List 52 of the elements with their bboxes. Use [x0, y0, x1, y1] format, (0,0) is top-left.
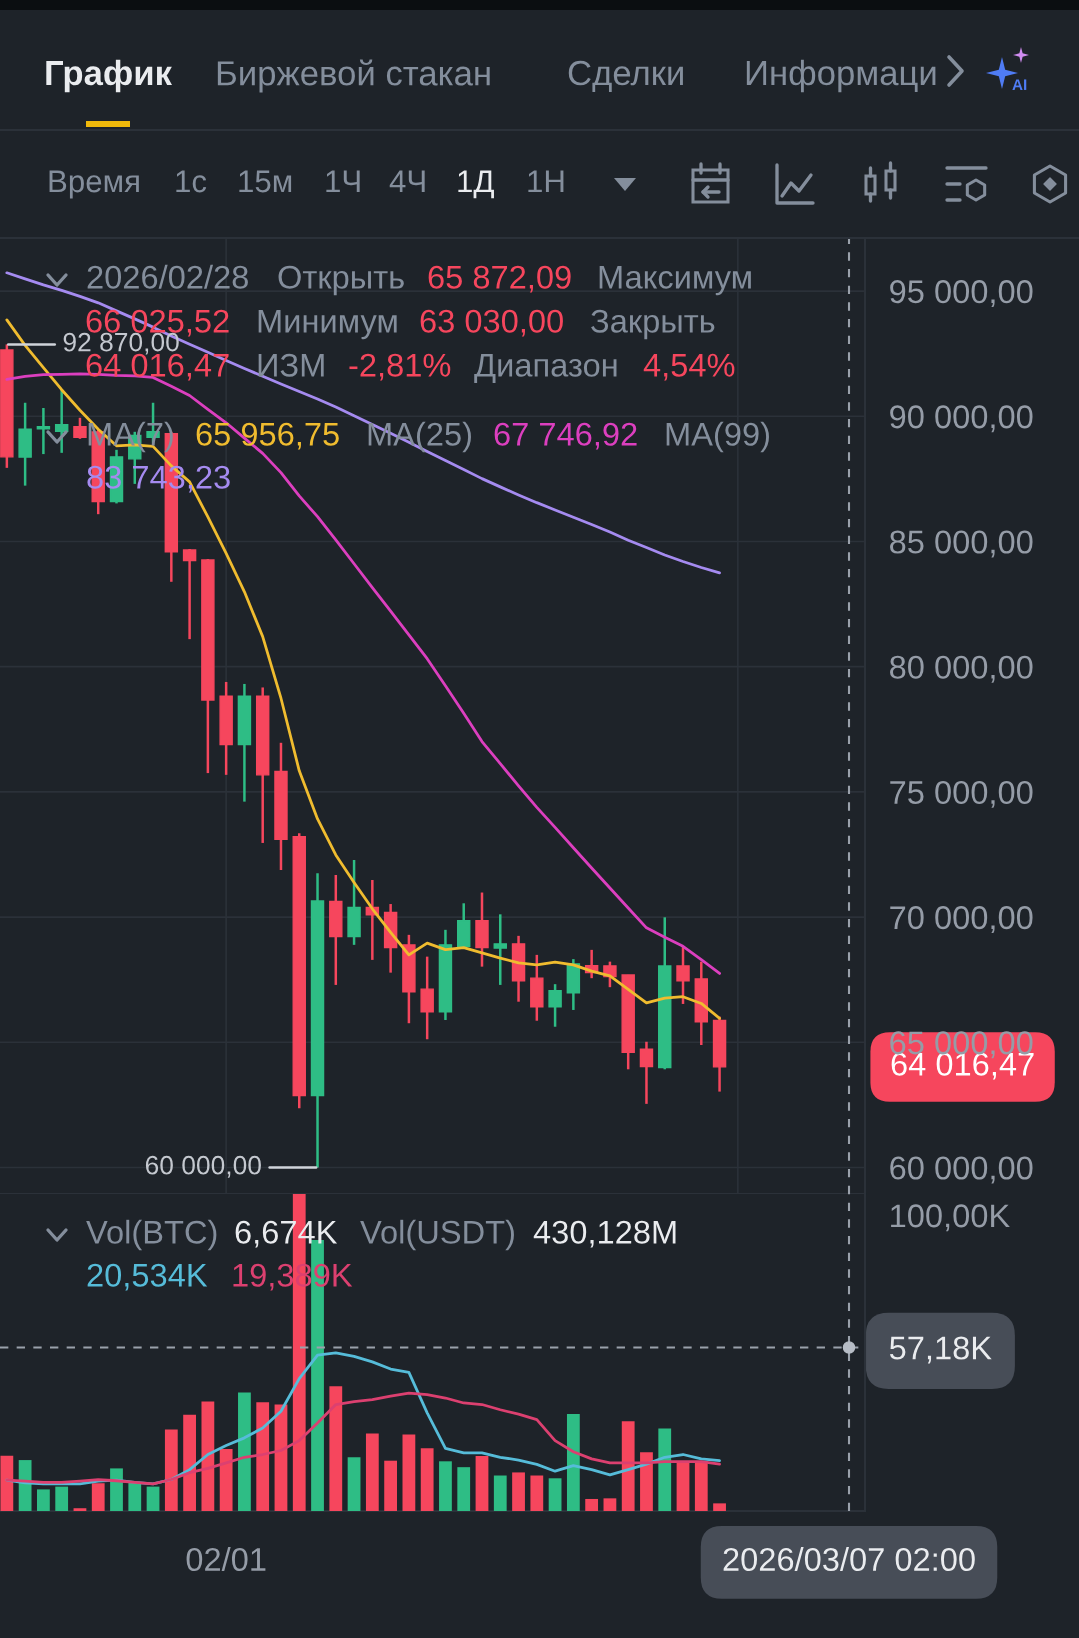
annotation: Максимум — [599, 265, 751, 296]
annotation: 60 000,00 — [145, 1155, 261, 1178]
annotation: ИЗМ — [258, 353, 324, 377]
annotation: 65 872,09 — [428, 265, 571, 293]
annotation: -2,81% — [349, 353, 451, 381]
annotation: 20,534K — [87, 1263, 208, 1291]
y-tick-label: 100,00K — [891, 1204, 1010, 1232]
annotation: Vol(BTC) — [86, 1219, 217, 1251]
candlestick — [676, 945, 690, 1006]
annotation: Диапазон — [474, 353, 617, 383]
text: 1Ч — [326, 170, 360, 193]
y-tick-label: 80 000,00 — [890, 655, 1033, 683]
annotation: 2026/02/28 — [87, 264, 248, 289]
y-tick-label: 75 000,00 — [890, 780, 1033, 808]
annotation: 65 956,75 — [196, 422, 339, 450]
y-tick-label: 57,18K — [889, 1336, 992, 1364]
text: 1Д — [458, 170, 494, 199]
y-tick-label: 95 000,00 — [890, 280, 1033, 308]
line-series — [5, 1391, 721, 1486]
text: AI — [1012, 79, 1027, 90]
text: 4Ч — [389, 170, 425, 193]
y-tick-label: 70 000,00 — [890, 906, 1033, 934]
text: 1с — [176, 170, 207, 193]
text: Время — [49, 170, 139, 199]
candlestick — [493, 913, 507, 987]
text: Биржевой стакан — [217, 59, 490, 93]
y-tick-label: 60 000,00 — [890, 1156, 1033, 1184]
annotation: Закрыть — [591, 309, 715, 340]
candlestick — [420, 955, 434, 1041]
annotation: 67 746,92 — [494, 422, 637, 450]
candlestick — [73, 416, 87, 441]
text: Сделки — [568, 60, 683, 92]
annotation: 4,54% — [643, 353, 735, 381]
x-tick-label: 2026/03/07 02:00 — [723, 1547, 975, 1572]
text: График — [46, 59, 173, 93]
annotation: MA(7) — [88, 421, 173, 453]
y-tick-label: 85 000,00 — [890, 530, 1033, 558]
annotation: 63 030,00 — [420, 309, 563, 337]
text: 15м — [239, 170, 292, 193]
candlestick — [182, 547, 197, 641]
annotation: MA(99) — [666, 421, 769, 453]
y-tick-label: 90 000,00 — [890, 405, 1033, 433]
annotation: Vol(USDT) — [360, 1219, 514, 1251]
annotation: 64 016,47 — [86, 353, 229, 381]
x-tick-label: 02/01 — [186, 1547, 266, 1572]
annotation: Минимум — [258, 309, 397, 340]
annotation: 430,128M — [533, 1220, 676, 1248]
annotation: Открыть — [278, 265, 404, 296]
text: Информаци — [746, 59, 936, 93]
candlestick — [548, 982, 562, 1028]
text: 1Н — [528, 170, 564, 193]
candlestick — [639, 1040, 654, 1106]
